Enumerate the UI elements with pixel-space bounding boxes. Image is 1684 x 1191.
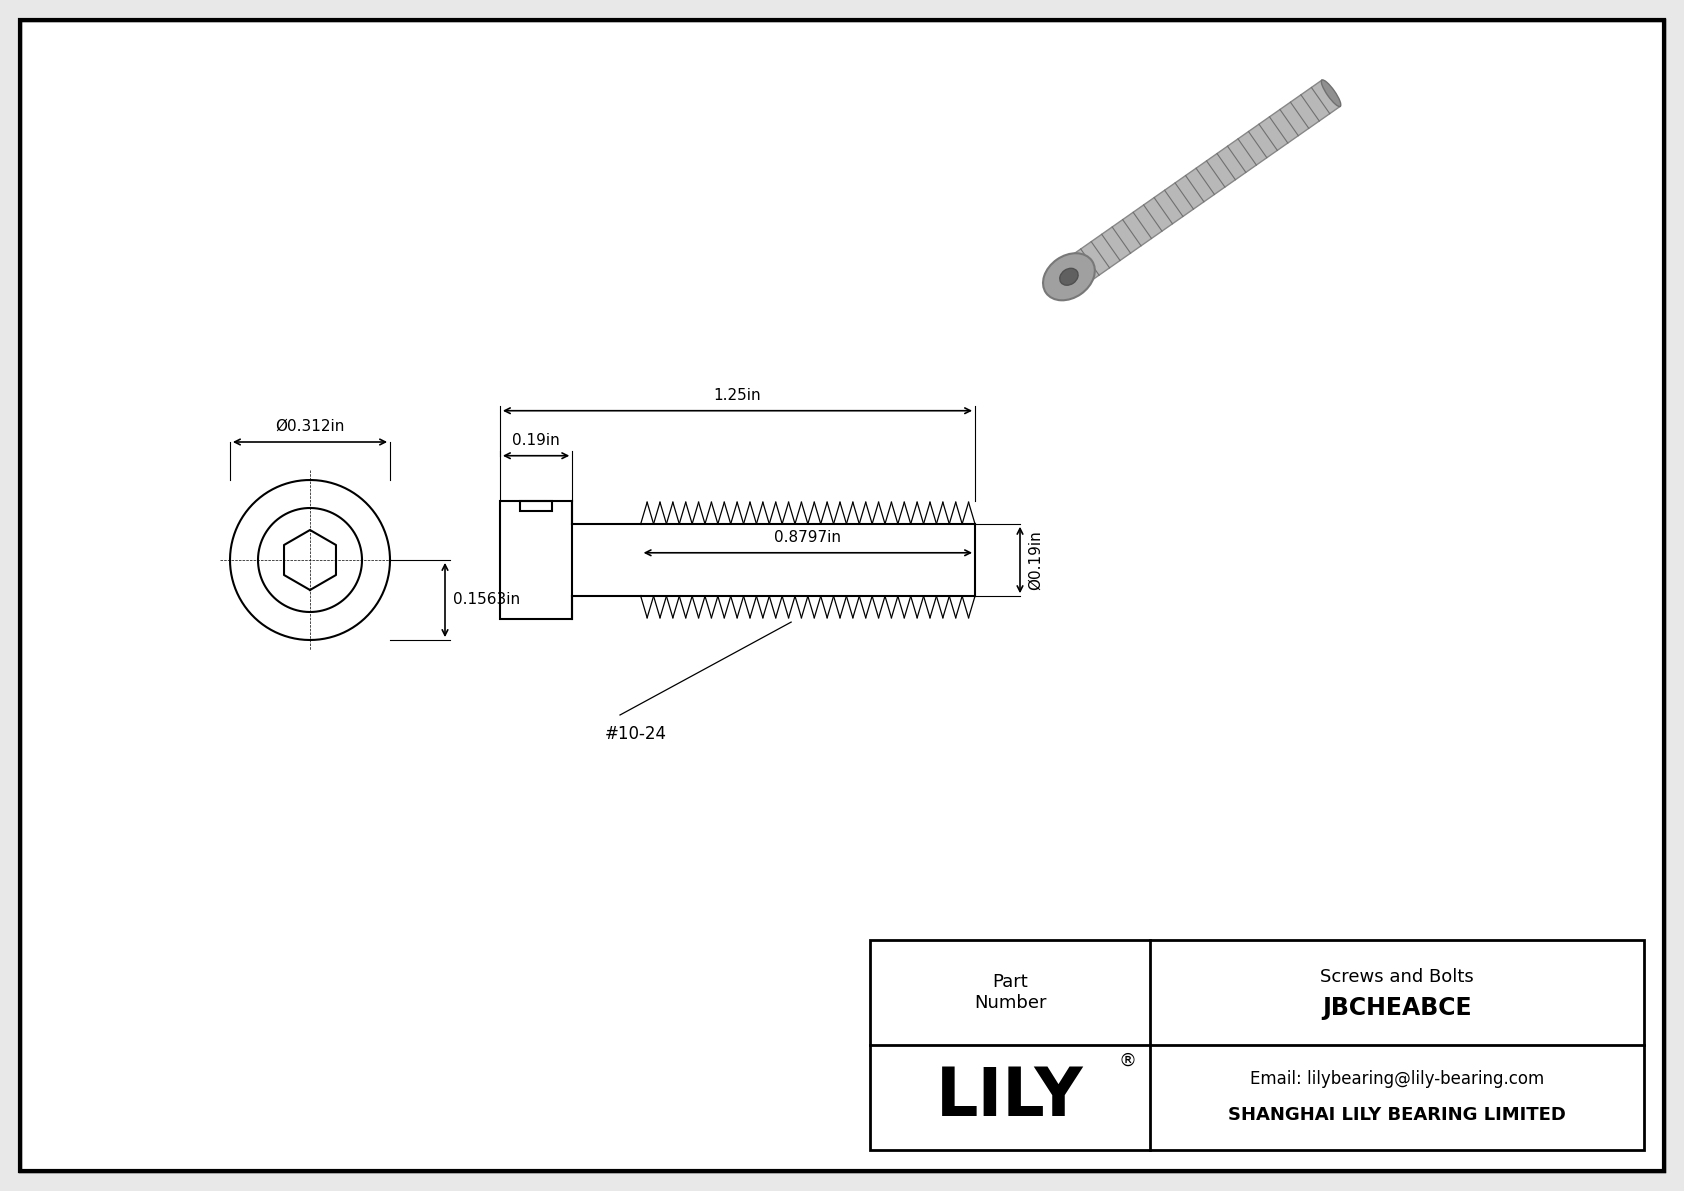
- Text: SHANGHAI LILY BEARING LIMITED: SHANGHAI LILY BEARING LIMITED: [1228, 1106, 1566, 1124]
- Text: Screws and Bolts: Screws and Bolts: [1320, 967, 1474, 985]
- Ellipse shape: [1322, 80, 1340, 106]
- Text: 0.19in: 0.19in: [512, 432, 561, 448]
- Ellipse shape: [1042, 254, 1095, 300]
- Text: #10-24: #10-24: [605, 725, 667, 743]
- Ellipse shape: [1059, 268, 1078, 285]
- Bar: [500, 500, 573, 619]
- Bar: [520, 500, 552, 511]
- Text: Part
Number: Part Number: [973, 973, 1046, 1012]
- Text: Ø0.19in: Ø0.19in: [1027, 530, 1042, 590]
- Text: 0.8797in: 0.8797in: [775, 530, 842, 544]
- Text: LILY: LILY: [936, 1065, 1084, 1130]
- Text: Ø0.312in: Ø0.312in: [274, 419, 345, 434]
- Text: 0.1563in: 0.1563in: [453, 592, 520, 607]
- Text: 1.25in: 1.25in: [714, 388, 761, 403]
- Polygon shape: [1059, 80, 1340, 289]
- Text: ®: ®: [1118, 1052, 1137, 1071]
- Bar: [871, 940, 1644, 1151]
- Text: Email: lilybearing@lily-bearing.com: Email: lilybearing@lily-bearing.com: [1250, 1071, 1544, 1089]
- Text: JBCHEABCE: JBCHEABCE: [1322, 997, 1472, 1021]
